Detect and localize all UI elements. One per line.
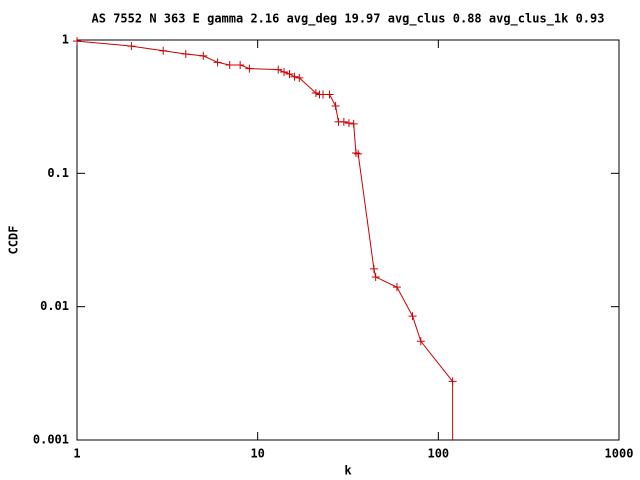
point-marker [181,50,190,59]
point-marker [73,37,81,46]
x-tick-label: 10 [250,447,264,461]
point-marker [295,73,304,82]
plot-frame [76,39,620,441]
y-tick-label: 0.01 [40,299,69,313]
point-marker [159,46,168,55]
point-marker [448,377,457,386]
y-axis-label: CCDF [7,226,21,255]
x-tick-label: 1 [73,447,80,461]
point-marker [285,69,294,78]
point-marker [354,149,363,158]
point-marker [369,264,378,273]
point-marker [371,272,380,281]
point-marker [325,90,334,99]
point-marker [245,64,254,73]
y-tick-label: 1 [62,33,69,47]
x-axis-label: k [344,464,352,478]
point-marker [213,58,222,67]
point-marker [339,117,348,126]
point-marker [416,337,425,346]
point-marker [408,312,417,321]
point-marker [344,119,353,128]
point-marker [392,283,401,292]
point-marker [236,60,245,69]
point-marker [127,42,136,51]
y-tick-label: 0.001 [33,433,69,447]
point-marker [331,101,340,110]
point-marker [280,68,289,77]
point-marker [290,72,299,81]
x-tick-label: 1000 [605,447,634,461]
chart-title: AS 7552 N 363 E gamma 2.16 avg_deg 19.97… [92,12,605,27]
y-tick-label: 0.1 [47,166,69,180]
point-marker [274,65,283,74]
x-tick-label: 100 [427,447,449,461]
point-marker [225,60,234,69]
point-marker [199,51,208,60]
point-marker [311,89,320,98]
point-marker [349,119,358,128]
